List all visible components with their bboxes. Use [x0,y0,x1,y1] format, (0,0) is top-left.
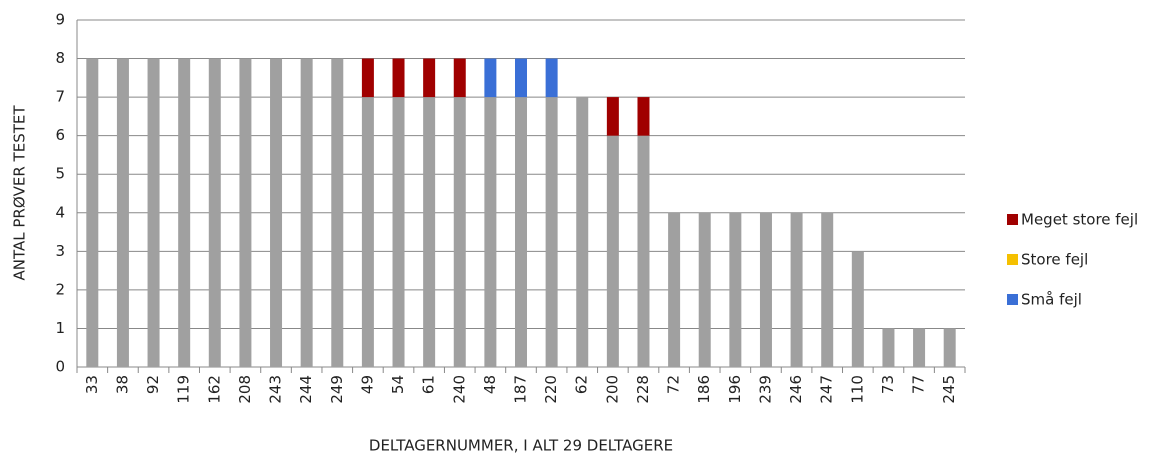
x-tick-label: 62 [573,375,591,394]
bar-segment [116,58,129,368]
legend-label: Små fejl [1021,291,1082,309]
bar-segment [484,97,497,367]
x-tick-label: 48 [481,375,499,394]
x-tick-label: 196 [726,375,744,404]
x-tick-label: 220 [542,375,560,404]
x-tick-label: 110 [848,375,866,404]
bar-segment [545,58,558,98]
bar-segment [729,212,742,367]
x-tick-label: 162 [205,375,223,404]
bar-segment [637,135,650,367]
x-tick-label: 208 [236,375,254,404]
bar-segment [606,97,619,136]
bar-segment [392,97,405,367]
legend-swatch [1007,254,1018,265]
bar-segment [913,328,926,367]
x-tick-label: 72 [665,375,683,394]
bar-segment [484,58,497,98]
bar-segment [515,58,527,98]
y-tick-label: 8 [55,49,65,67]
x-tick-label: 228 [634,375,652,404]
legend-label: Store fejl [1021,251,1088,269]
bar-segment [545,97,558,367]
x-tick-label: 77 [910,375,928,394]
x-tick-label: 244 [297,375,315,404]
bar-segment [851,251,864,367]
y-tick-label: 6 [55,126,65,144]
bar-segment [361,97,374,367]
bar-segment [208,58,221,368]
x-tick-label: 246 [787,375,805,404]
legend-label: Meget store fejl [1021,211,1138,229]
x-tick-label: 239 [756,375,774,404]
bar-segment [178,58,191,368]
x-tick-label: 245 [940,375,958,404]
y-tick-label: 0 [55,358,65,376]
x-tick-label: 61 [420,375,438,394]
x-tick-label: 249 [328,375,346,404]
x-tick-label: 243 [267,375,285,404]
bar-segment [515,97,527,367]
x-tick-label: 240 [450,375,468,404]
bar-segment [239,58,252,368]
x-tick-label: 119 [175,375,193,404]
y-tick-label: 1 [55,319,65,337]
bar-segment [453,58,466,98]
y-tick-label: 7 [55,88,65,106]
bar-segment [759,212,772,367]
bar-segment [668,212,681,367]
bar-segment [270,58,283,368]
bar-segment [86,58,99,368]
bar-segment [331,58,344,368]
bar-segment [882,328,895,367]
x-tick-label: 54 [389,375,407,394]
y-axis-title: ANTAL PRØVER TESTET [11,105,29,281]
bar-segment [637,97,650,136]
bar-segment [606,135,619,367]
bar-segment [361,58,374,98]
y-tick-label: 4 [55,203,65,221]
y-tick-label: 3 [55,242,65,260]
bar-segment [698,212,711,367]
x-tick-label: 49 [358,375,376,394]
x-tick-label: 186 [695,375,713,404]
bar-segment [147,58,160,368]
bar-segment [576,97,589,367]
bar-segment [423,58,436,98]
legend-swatch [1007,294,1018,305]
bar-segment [821,212,834,367]
x-tick-label: 73 [879,375,897,394]
x-tick-label: 92 [144,375,162,394]
y-tick-label: 5 [55,165,65,183]
x-tick-label: 247 [818,375,836,404]
bar-segment [453,97,466,367]
x-tick-label: 33 [83,375,101,394]
y-tick-label: 2 [55,280,65,298]
bar-segment [392,58,405,98]
y-tick-label: 9 [55,11,65,29]
bar-segment [423,97,436,367]
bar-segment [943,328,956,367]
x-tick-label: 187 [512,375,530,404]
bar-segment [300,58,313,368]
x-tick-label: 200 [603,375,621,404]
x-tick-label: 38 [113,375,131,394]
legend-swatch [1007,214,1018,225]
bar-segment [790,212,803,367]
x-axis-title: DELTAGERNUMMER, I ALT 29 DELTAGERE [369,437,673,455]
